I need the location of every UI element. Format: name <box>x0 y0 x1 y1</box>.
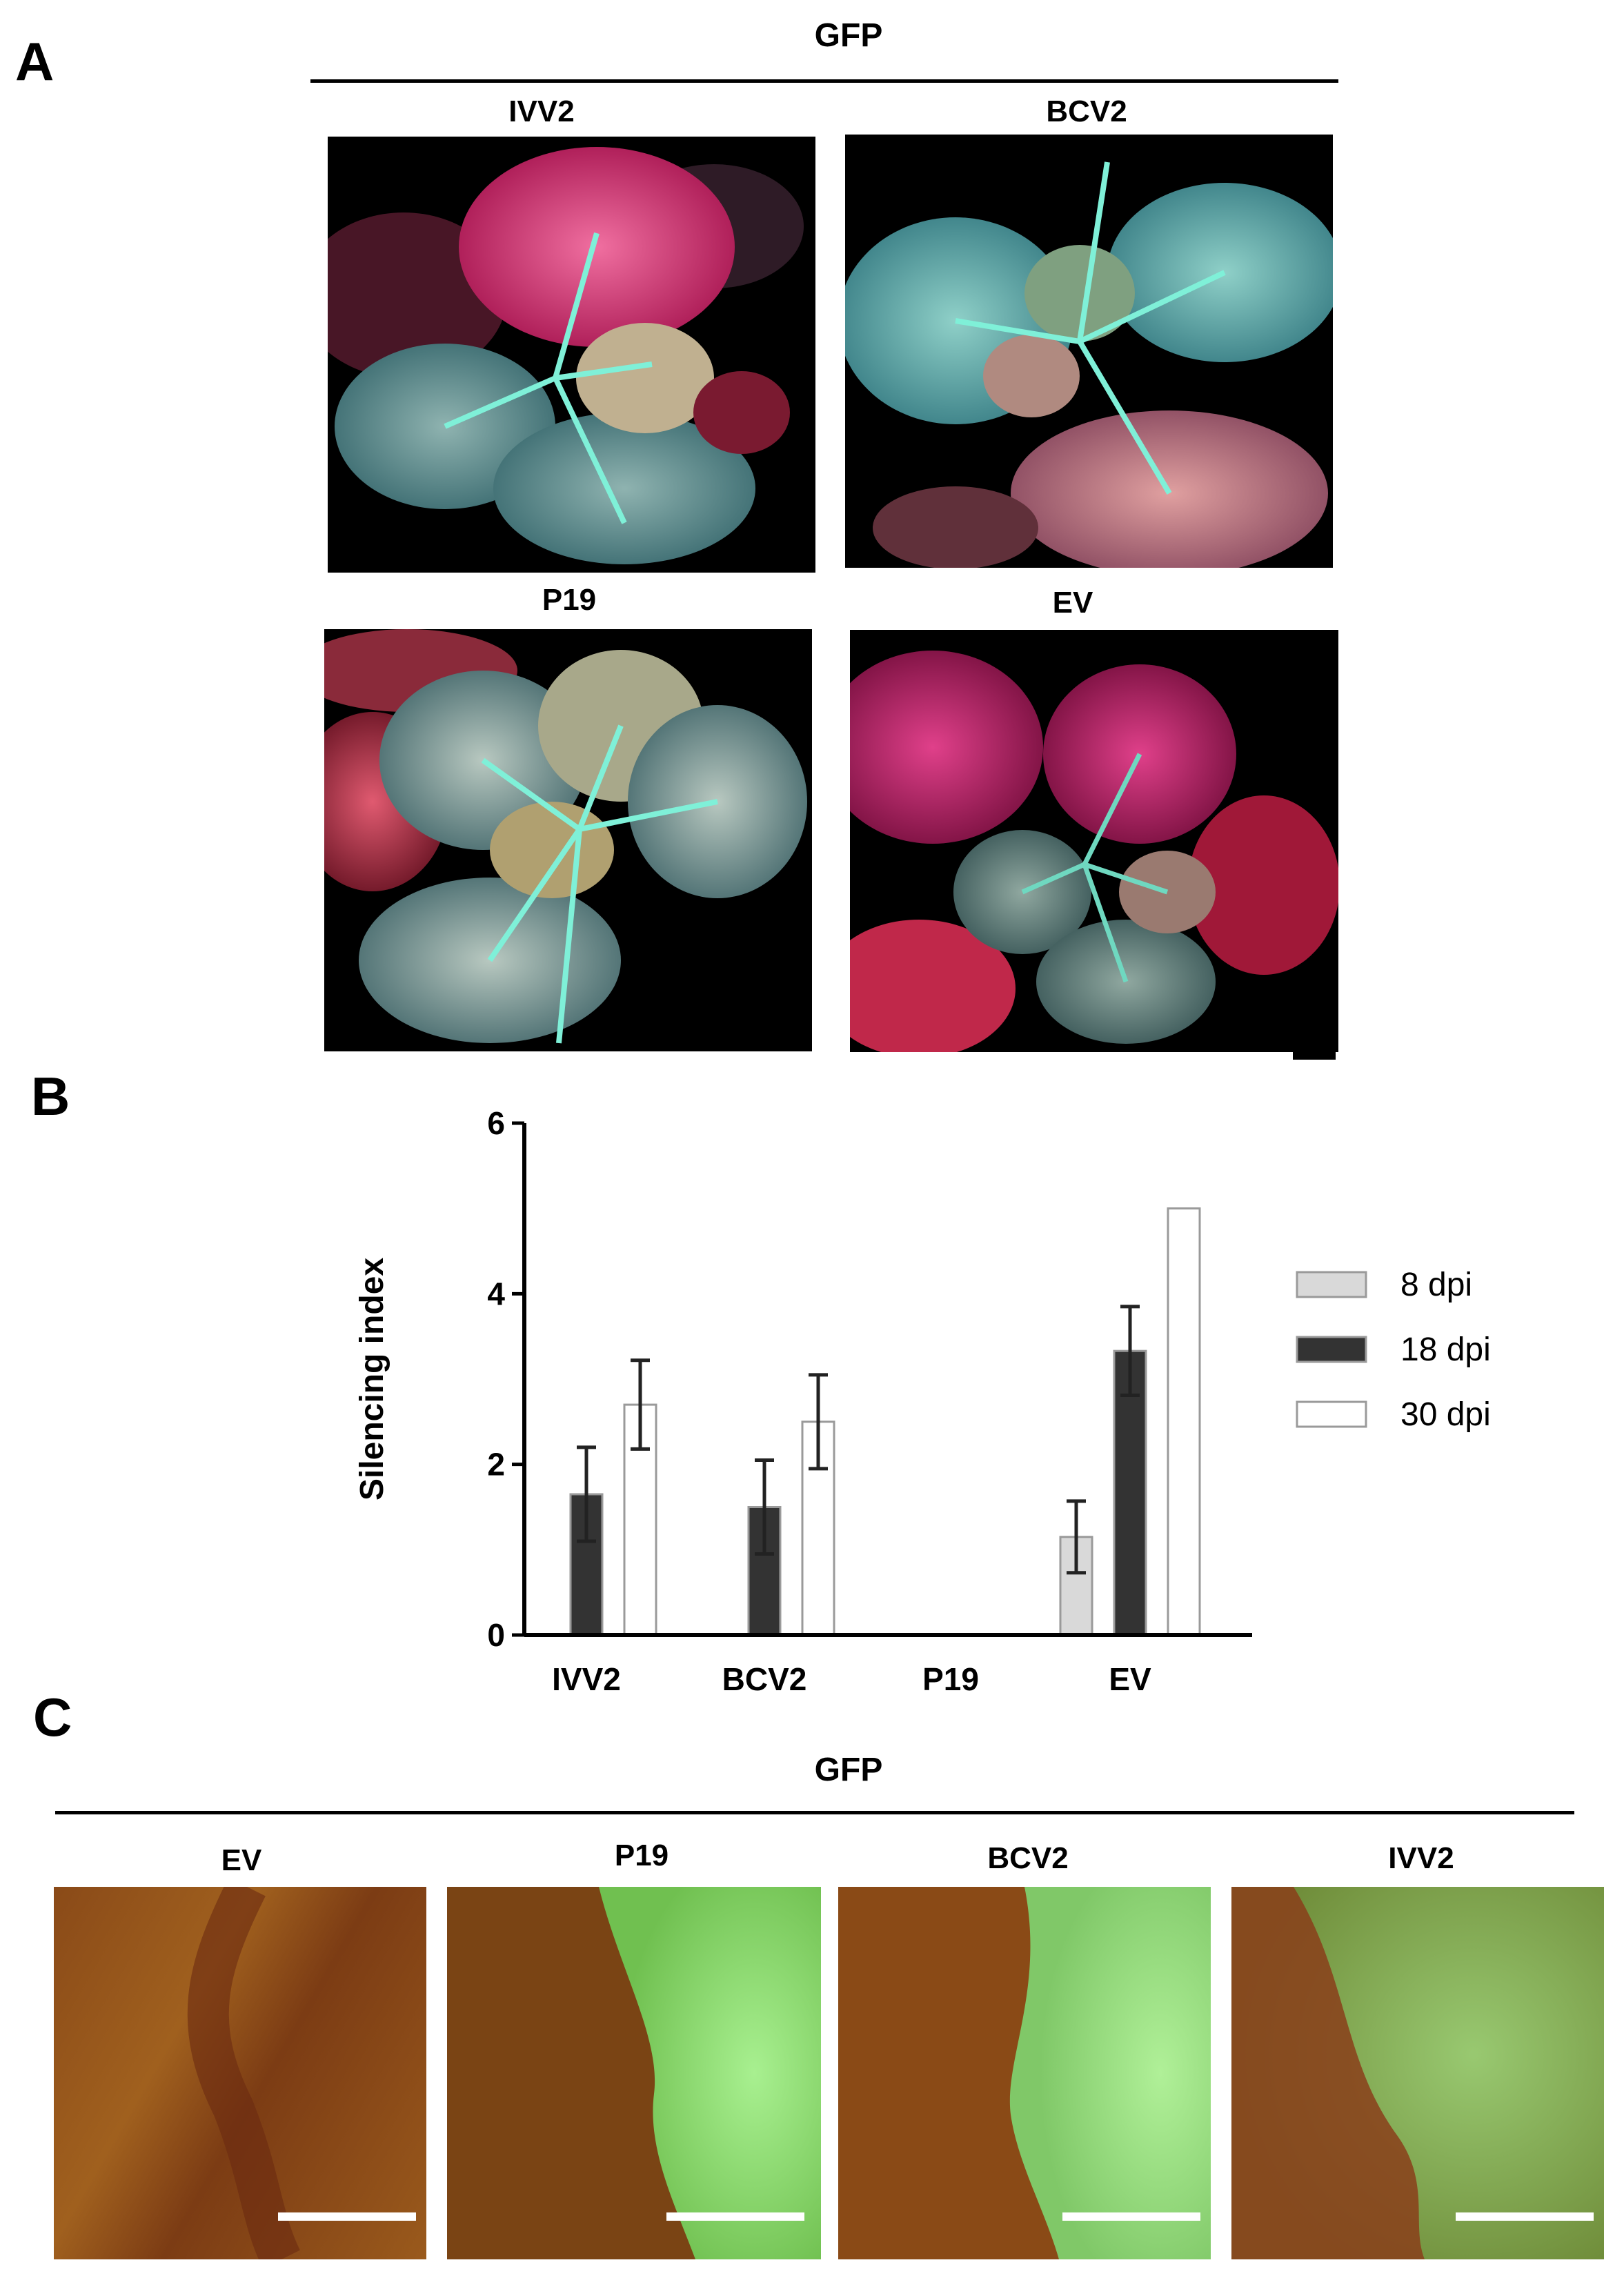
micrograph-ivv2 <box>1231 1887 1604 2259</box>
micrograph-bcv2 <box>838 1887 1211 2259</box>
legend-swatch <box>1296 1271 1367 1298</box>
micrograph-ev <box>54 1887 426 2259</box>
x-tick-label: EV <box>1109 1661 1151 1697</box>
panel-a-label-ivv2: IVV2 <box>508 95 575 128</box>
x-tick-label: P19 <box>922 1661 979 1697</box>
y-tick-label: 4 <box>487 1276 505 1311</box>
panel-a-label-bcv2: BCV2 <box>1046 95 1127 128</box>
y-tick-label: 2 <box>487 1447 505 1483</box>
y-axis-label: Silencing index <box>354 1258 390 1500</box>
plant-photo-ev <box>850 630 1338 1052</box>
x-tick-label: BCV2 <box>722 1661 807 1697</box>
scale-bar <box>278 2212 416 2221</box>
y-tick-label: 6 <box>487 1105 505 1141</box>
plant-photo-bcv2 <box>845 135 1333 568</box>
scale-bar <box>666 2212 804 2221</box>
panel-a-label-p19: P19 <box>542 583 597 617</box>
panel-b-letter: B <box>31 1066 70 1127</box>
bar-18-dpi-EV <box>1113 1349 1147 1636</box>
panel-a-label-ev: EV <box>1052 586 1093 620</box>
panel-a-header: GFP <box>814 17 883 54</box>
plant-photo-ivv2 <box>328 137 815 573</box>
x-tick-label: IVV2 <box>552 1661 621 1697</box>
panel-c-letter: C <box>33 1687 72 1747</box>
silencing-index-chart: 0 2 4 6 IVV2 BCV2 P19 EV Silencing index 8 dpi 18… <box>354 1105 1491 1697</box>
panel-c-label-p19: P19 <box>614 1839 669 1872</box>
panel-c-label-ivv2: IVV2 <box>1388 1841 1454 1875</box>
y-tick-label: 0 <box>487 1617 505 1653</box>
micrograph-p19 <box>447 1887 821 2259</box>
bar-30-dpi-EV <box>1167 1207 1201 1636</box>
scale-bar <box>1456 2212 1594 2221</box>
panel-c-label-bcv2: BCV2 <box>987 1841 1069 1875</box>
plant-photo-p19 <box>324 629 812 1051</box>
panel-c-label-ev: EV <box>221 1843 262 1877</box>
legend-label: 30 dpi <box>1400 1396 1491 1433</box>
panel-c-header: GFP <box>814 1752 883 1788</box>
scale-bar <box>1062 2212 1200 2221</box>
panel-a-rule <box>310 79 1338 83</box>
legend-swatch <box>1296 1400 1367 1428</box>
panel-a-letter: A <box>15 31 55 92</box>
panel-c-rule <box>55 1811 1574 1814</box>
legend-label: 8 dpi <box>1400 1267 1472 1303</box>
black-corner-mark <box>1293 1042 1336 1060</box>
legend-label: 18 dpi <box>1400 1331 1491 1368</box>
legend-swatch <box>1296 1336 1367 1363</box>
